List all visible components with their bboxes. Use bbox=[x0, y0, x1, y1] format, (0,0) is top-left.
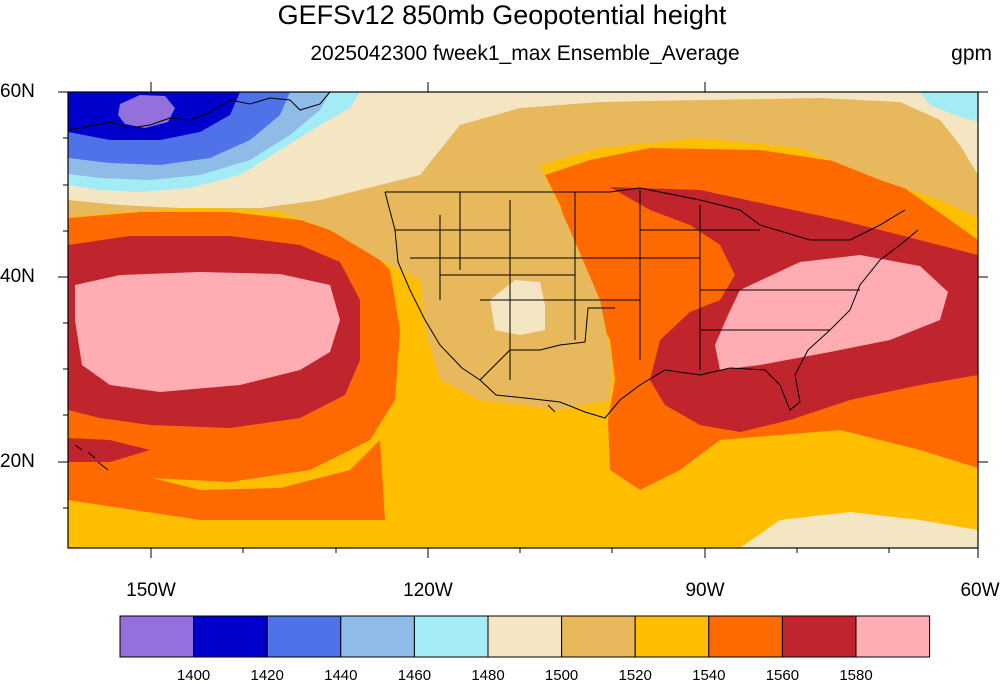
fill-1480-1500-south bbox=[740, 512, 978, 548]
colorbar-swatch bbox=[708, 615, 783, 658]
colorbar-swatch bbox=[266, 615, 342, 658]
colorbar-swatch bbox=[634, 615, 710, 658]
lat-label-60n: 60N bbox=[0, 81, 35, 102]
fill-1540-1560-south bbox=[68, 440, 385, 520]
boundaries bbox=[68, 92, 919, 471]
fill-above-1580-pacific bbox=[75, 272, 340, 392]
fill-1480-1500-southwest bbox=[490, 280, 545, 335]
colorbar-tick-label: 1560 bbox=[765, 667, 800, 684]
axis-ticks bbox=[58, 82, 988, 558]
colorbar-swatch bbox=[413, 615, 489, 658]
lon-label-90w: 90W bbox=[685, 580, 725, 601]
colorbar-swatch bbox=[781, 615, 857, 658]
colorbar-swatch bbox=[855, 615, 931, 658]
colorbar-swatch bbox=[193, 615, 268, 658]
lon-label-60w: 60W bbox=[960, 580, 1000, 601]
colorbar-swatch bbox=[340, 615, 415, 658]
contour-fill bbox=[68, 92, 978, 548]
map-frame bbox=[67, 91, 979, 549]
colorbar-tick-label: 1540 bbox=[692, 667, 726, 684]
colorbar-swatch bbox=[119, 615, 195, 658]
lon-label-120w: 120W bbox=[403, 580, 453, 601]
colorbar-tick-label: 1460 bbox=[397, 667, 432, 684]
colorbar-swatch bbox=[487, 615, 563, 658]
lon-label-150w: 150W bbox=[126, 580, 176, 601]
colorbar-swatch bbox=[561, 615, 636, 658]
fill-below-1400 bbox=[118, 95, 175, 128]
colorbar-tick-label: 1500 bbox=[544, 667, 579, 684]
colorbar-tick-label: 1580 bbox=[839, 667, 873, 684]
map-subtitle: 2025042300 fweek1_max Ensemble_Average bbox=[310, 42, 740, 65]
lat-label-40n: 40N bbox=[0, 266, 35, 287]
colorbar-tick-label: 1520 bbox=[618, 667, 652, 684]
colorbar bbox=[119, 615, 931, 658]
fill-above-1580-southeast bbox=[715, 255, 948, 370]
fill-1560-1580-hawaii bbox=[68, 438, 150, 462]
colorbar-tick-label: 1480 bbox=[471, 667, 505, 684]
map-title: GEFSv12 850mb Geopotential height bbox=[277, 0, 727, 30]
colorbar-tick-label: 1400 bbox=[176, 667, 211, 684]
units-label: gpm bbox=[951, 42, 992, 65]
colorbar-tick-label: 1420 bbox=[250, 667, 284, 684]
lat-label-20n: 20N bbox=[0, 451, 35, 472]
colorbar-tick-label: 1440 bbox=[324, 667, 358, 684]
